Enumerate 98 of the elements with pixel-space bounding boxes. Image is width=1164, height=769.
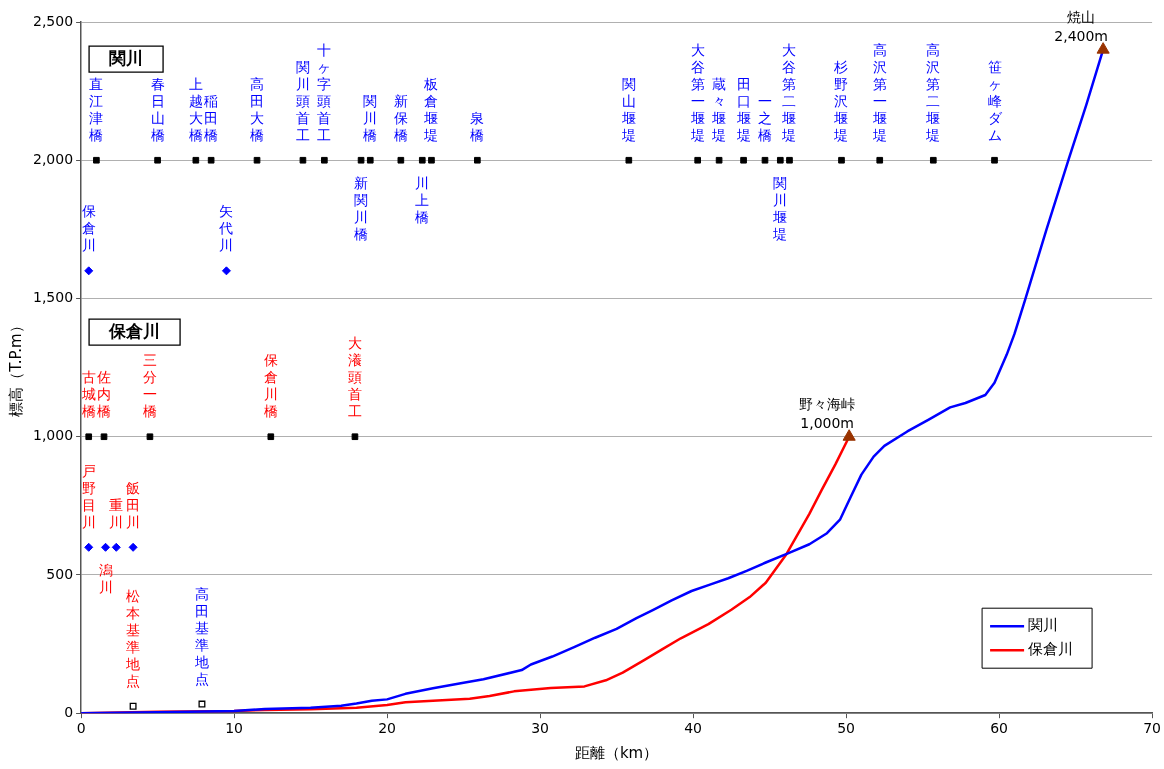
annotation: 保倉川 <box>81 203 96 254</box>
point <box>842 429 856 441</box>
point <box>267 433 275 441</box>
point <box>101 542 111 552</box>
point <box>84 266 94 276</box>
annotation: 大瀁頭首工 <box>347 335 362 420</box>
x-tick-label: 20 <box>378 720 396 737</box>
point <box>299 156 307 164</box>
point <box>146 433 154 441</box>
annotation: 焼山 2,400m <box>1054 9 1108 45</box>
point <box>776 156 784 164</box>
annotation: 関川橋 <box>363 92 378 143</box>
annotation: 保倉川 <box>108 320 161 341</box>
annotation: 高沢第二堰堤 <box>925 41 941 143</box>
point <box>786 156 793 164</box>
annotation: 上越大橋 <box>188 75 203 143</box>
annotation: 潟川 <box>98 561 113 595</box>
x-tick-label: 30 <box>531 720 549 737</box>
x-tick-label: 0 <box>76 720 86 737</box>
point <box>198 700 206 708</box>
y-tick-label: 2,000 <box>32 150 74 167</box>
point <box>84 542 94 552</box>
y-tick-label: 1,000 <box>32 427 74 444</box>
point <box>129 702 137 710</box>
point <box>876 156 884 164</box>
y-tick-label: 2,500 <box>32 12 74 29</box>
annotation: 大谷第二堰堤 <box>781 41 797 143</box>
annotation: 野々海峠 1,000m <box>799 396 856 432</box>
x-tick-label: 60 <box>990 720 1008 737</box>
annotation: 直江津橋 <box>89 75 104 143</box>
point <box>428 156 435 164</box>
point <box>192 156 200 164</box>
annotation: 大谷第一堰堤 <box>689 41 705 143</box>
annotation: 保倉川橋 <box>263 352 278 420</box>
annotation: 戸野目川 <box>81 462 96 530</box>
annotation: 新関川橋 <box>354 174 369 242</box>
point <box>397 156 405 164</box>
point <box>474 156 481 164</box>
point <box>85 433 93 441</box>
annotation: 佐内橋 <box>97 369 112 420</box>
annotation: 関川 <box>109 47 144 68</box>
point <box>761 156 769 164</box>
annotation: 新保橋 <box>393 92 408 143</box>
annotation: 稲田橋 <box>204 92 219 143</box>
point <box>321 156 328 164</box>
point <box>357 156 365 164</box>
annotation: 古城橋 <box>80 369 96 420</box>
point <box>715 156 723 164</box>
point <box>838 156 845 164</box>
annotation: 春日山橋 <box>150 75 165 143</box>
y-tick-label: 500 <box>46 565 74 582</box>
point <box>740 156 747 164</box>
annotation: 泉橋 <box>470 109 485 143</box>
point <box>207 156 215 164</box>
point <box>154 156 161 164</box>
annotation: 関山堰堤 <box>620 75 636 143</box>
annotation: 十ヶ字頭首工 <box>317 41 332 143</box>
annotation: 高田基準地点 <box>193 585 209 687</box>
annotation: 杉野沢堰堤 <box>833 58 849 143</box>
annotation: 関川頭首工 <box>295 58 310 143</box>
point <box>991 156 998 164</box>
y-tick-label: 0 <box>64 703 74 720</box>
legend-label: 保倉川 <box>1028 640 1074 659</box>
point <box>253 156 261 164</box>
annotation: 高沢第一堰堤 <box>871 41 887 143</box>
x-tick-label: 10 <box>225 720 243 737</box>
point <box>625 156 633 164</box>
annotation: 蔵々堰堤 <box>711 75 727 143</box>
annotation: 一之橋 <box>758 92 772 143</box>
annotation: 笹ヶ峰ダム <box>987 58 1003 143</box>
point <box>100 433 108 441</box>
x-tick-label: 50 <box>837 720 855 737</box>
point <box>351 433 359 441</box>
annotation: 飯田川 <box>126 479 141 530</box>
annotation: 松本基準地点 <box>125 587 141 689</box>
x-tick-label: 40 <box>684 720 702 737</box>
annotation: 高田大橋 <box>250 75 265 143</box>
x-tick-label: 70 <box>1143 720 1162 737</box>
annotation: 田口堰堤 <box>735 75 751 143</box>
y-axis-title: 標高（T.P.m） <box>6 318 25 417</box>
point <box>221 266 231 276</box>
annotation: 三分一橋 <box>142 352 157 420</box>
point <box>929 156 937 164</box>
legend-label: 関川 <box>1028 616 1059 635</box>
point <box>93 156 100 164</box>
point <box>366 156 374 164</box>
point <box>111 542 121 552</box>
point <box>694 156 702 164</box>
annotation: 川上橋 <box>415 174 430 225</box>
annotation: 板倉堰堤 <box>423 75 439 143</box>
point <box>128 542 138 552</box>
point <box>418 156 426 164</box>
annotation: 重川 <box>109 496 124 530</box>
point <box>1096 42 1110 54</box>
x-axis-title: 距離（km） <box>574 743 659 762</box>
y-tick-label: 1,500 <box>32 289 74 306</box>
annotation: 矢代川 <box>218 203 234 254</box>
annotation: 関川堰堤 <box>772 174 788 242</box>
